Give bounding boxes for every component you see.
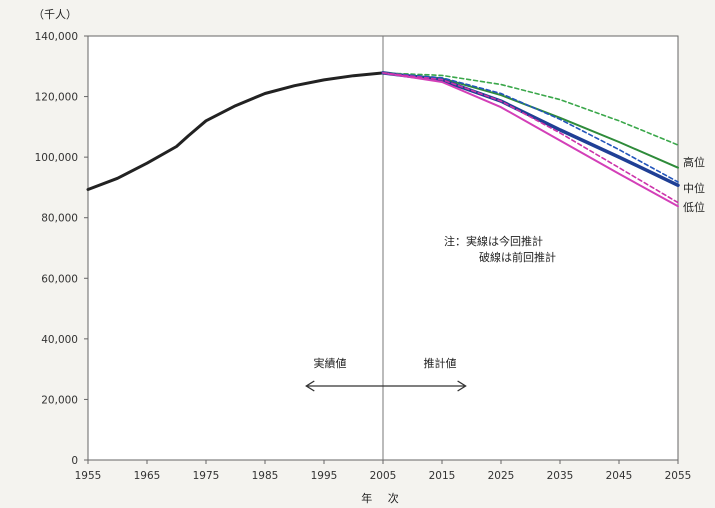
y-tick-label: 0 [71,455,78,467]
series-line-low [382,71,679,208]
series-line-previous-5 [382,72,679,183]
actual-values-label: 実績値 [314,356,347,370]
y-tick-label: 140,000 [35,31,78,43]
y-tick-label: 40,000 [41,334,78,346]
legend-label-low: 低位 [683,200,705,214]
legend-label-high: 高位 [683,155,705,169]
legend-label-mid: 中位 [683,181,705,195]
x-tick-label: 2025 [488,470,515,482]
series-line-actual [86,71,385,191]
x-tick-label: 2005 [370,470,397,482]
note-line-1: 注：実線は今回推計 [444,234,543,248]
period-arrow-left-head [305,380,315,392]
x-axis-title: 年 次 [361,491,405,505]
x-tick-label: 1965 [134,470,161,482]
x-tick-label: 1975 [193,470,220,482]
x-tick-label: 1955 [75,470,102,482]
x-tick-label: 2015 [429,470,456,482]
x-tick-label: 1985 [252,470,279,482]
x-tick-label: 1995 [311,470,338,482]
y-tick-label: 20,000 [41,394,78,406]
series-line-previous-4 [382,72,679,146]
projection-values-label: 推計値 [424,356,457,370]
y-tick-label: 120,000 [35,92,78,104]
y-unit-label: （千人） [33,8,77,21]
y-tick-label: 60,000 [41,273,78,285]
series-line-previous-6 [382,72,679,204]
period-arrow-right-head [457,380,467,392]
y-tick-label: 80,000 [41,213,78,225]
x-tick-label: 2045 [606,470,633,482]
note-line-2: 破線は前回推計 [479,250,556,264]
x-tick-label: 2035 [547,470,574,482]
y-tick-label: 100,000 [35,152,78,164]
x-tick-label: 2055 [665,470,692,482]
